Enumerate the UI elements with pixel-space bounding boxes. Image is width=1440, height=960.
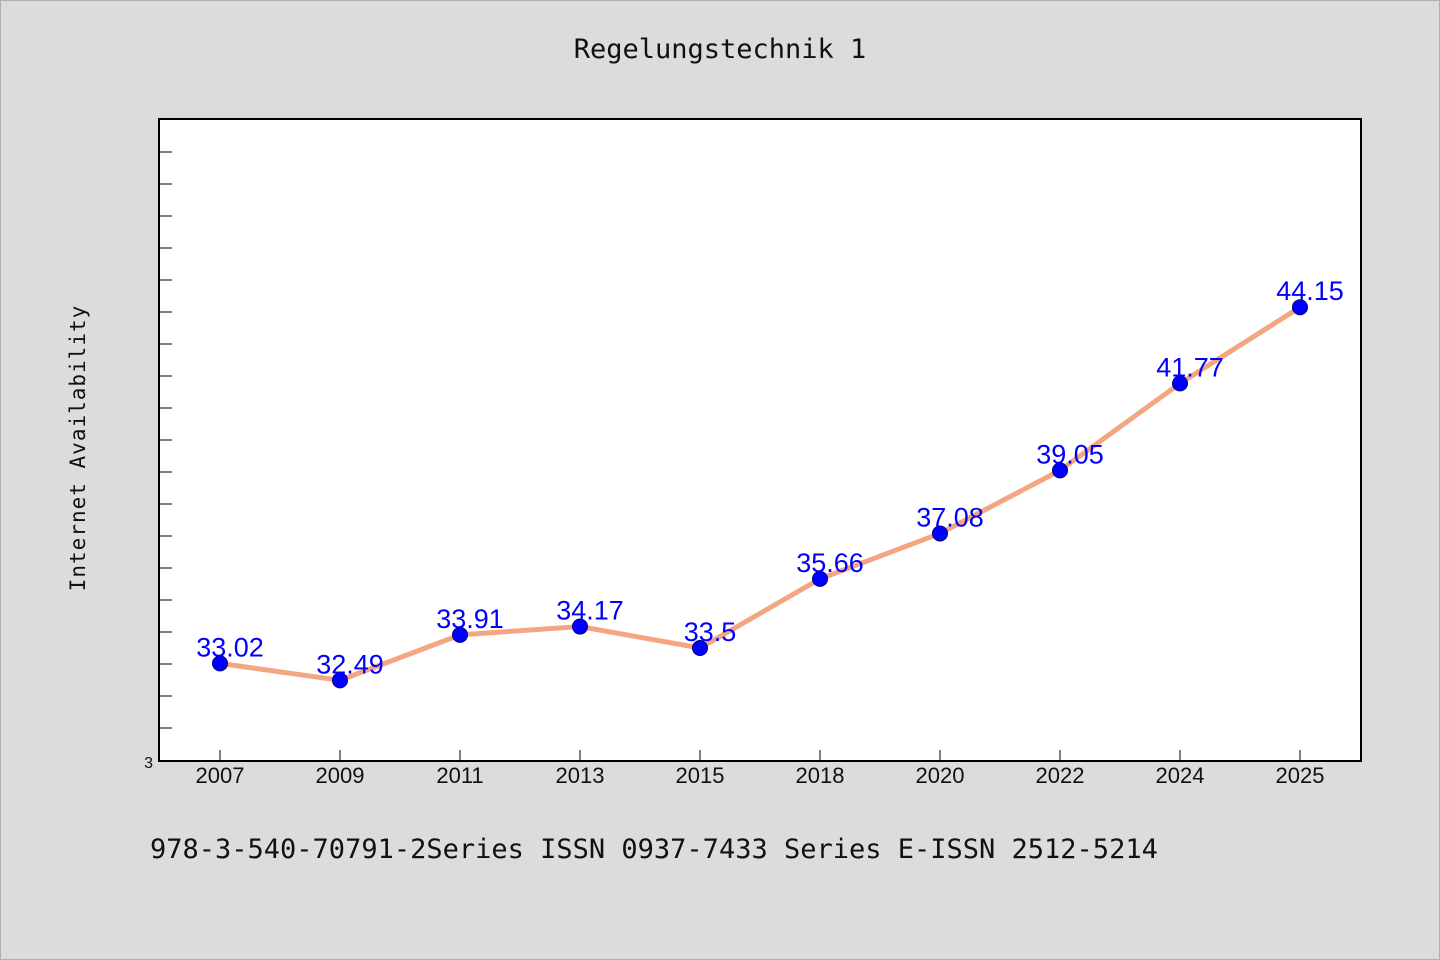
plot-area xyxy=(158,118,1362,762)
series-markers xyxy=(212,299,1308,689)
data-labels: 33.02 32.49 33.91 34.17 33.5 35.66 37.08 39.05 4… xyxy=(196,276,1344,679)
data-label: 41.77 xyxy=(1156,352,1224,382)
y-axis-ticks xyxy=(160,151,172,729)
data-point xyxy=(332,672,348,689)
x-tick-label: 2024 xyxy=(1156,763,1205,788)
series-line xyxy=(217,304,1303,683)
x-tick-label: 2013 xyxy=(556,763,605,788)
x-tick-label: 2007 xyxy=(196,763,245,788)
x-axis-ticks: 2007 2009 2011 2013 2015 2018 2020 2022 2024 2025 xyxy=(196,750,1325,788)
data-label: 35.66 xyxy=(796,548,864,578)
data-point xyxy=(572,618,588,635)
data-point xyxy=(1052,462,1068,479)
x-tick-label: 2020 xyxy=(916,763,965,788)
footer-text: 978-3-540-70791-2Series ISSN 0937-7433 S… xyxy=(150,834,1158,865)
x-tick-label: 2011 xyxy=(436,763,483,788)
x-tick-label: 2015 xyxy=(676,763,725,788)
data-label: 33.5 xyxy=(684,617,737,647)
x-tick-label: 2025 xyxy=(1276,763,1325,788)
x-tick-label: 2022 xyxy=(1036,763,1085,788)
data-label: 39.05 xyxy=(1036,439,1104,469)
y-tick-label: 3 xyxy=(144,755,153,772)
data-label: 37.08 xyxy=(916,502,984,532)
data-point xyxy=(212,655,228,672)
data-point xyxy=(692,640,708,656)
data-label: 32.49 xyxy=(316,649,384,679)
data-point xyxy=(812,570,828,587)
data-point xyxy=(452,626,468,643)
data-point xyxy=(1292,299,1308,316)
x-tick-label: 2009 xyxy=(316,763,365,788)
data-label: 33.91 xyxy=(436,604,504,634)
data-label: 33.02 xyxy=(196,632,264,662)
data-point xyxy=(1172,375,1188,392)
data-label: 44.15 xyxy=(1276,276,1344,306)
x-tick-label: 2018 xyxy=(796,763,845,788)
data-point xyxy=(932,525,948,542)
data-label: 34.17 xyxy=(556,596,624,626)
chart-title: Regelungstechnik 1 xyxy=(573,34,867,65)
